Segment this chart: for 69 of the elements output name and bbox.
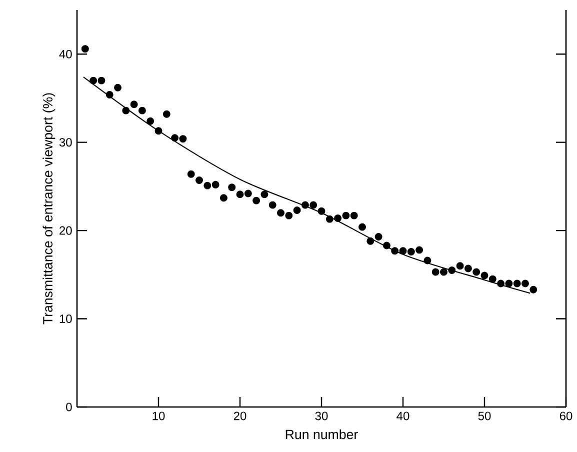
x-tick-label: 10 [152,412,165,420]
point [122,106,130,114]
point [350,212,358,220]
point [358,223,366,231]
point [382,242,390,250]
point [260,190,268,198]
point [456,262,464,270]
point [114,84,122,92]
point [285,212,293,220]
point [130,100,138,108]
point [204,182,212,190]
point [154,127,162,135]
point [407,248,415,256]
point [488,275,496,283]
x-tick-label: 50 [478,412,491,420]
point [440,268,448,276]
point [146,117,154,125]
point [522,280,529,288]
point [196,176,203,184]
point [138,106,146,114]
point [310,201,318,209]
point [90,76,98,84]
point [98,76,106,84]
point [374,232,382,240]
y-tick-label: 0 [66,402,72,412]
point [399,247,407,255]
point [480,272,488,280]
point [162,110,170,118]
point [236,190,244,198]
point [252,196,260,204]
point [366,237,374,245]
point [268,201,276,209]
point [293,206,301,214]
point [334,214,342,222]
y-tick-label: 40 [59,50,72,58]
point [497,280,505,288]
x-tick-label: 20 [234,412,246,420]
y-tick-label: 20 [60,226,72,235]
point [318,207,326,215]
point [530,286,538,294]
y-tick-label: 30 [59,138,72,147]
y-tick-label: 10 [60,314,72,324]
point [212,180,220,188]
point [505,280,513,288]
point [277,209,284,217]
point [179,135,187,143]
point [416,246,424,254]
point [81,45,89,53]
point [106,90,114,98]
x-axis-title: Run number [286,429,358,440]
x-tick-label: 30 [315,412,328,420]
point [326,215,334,223]
point [464,264,472,272]
y-axis-title: Transmittance of entrance viewport (%) [42,93,56,324]
point [228,184,236,192]
point [432,268,440,276]
point [448,266,456,274]
point [513,280,521,288]
point [424,256,432,264]
point [301,201,309,209]
point [342,212,350,220]
point [220,194,228,202]
point [187,170,195,178]
point [391,247,399,255]
x-tick-label: 60 [560,412,572,420]
point [472,268,480,276]
x-tick-label: 40 [396,412,410,420]
point [171,134,179,142]
point [244,190,252,198]
